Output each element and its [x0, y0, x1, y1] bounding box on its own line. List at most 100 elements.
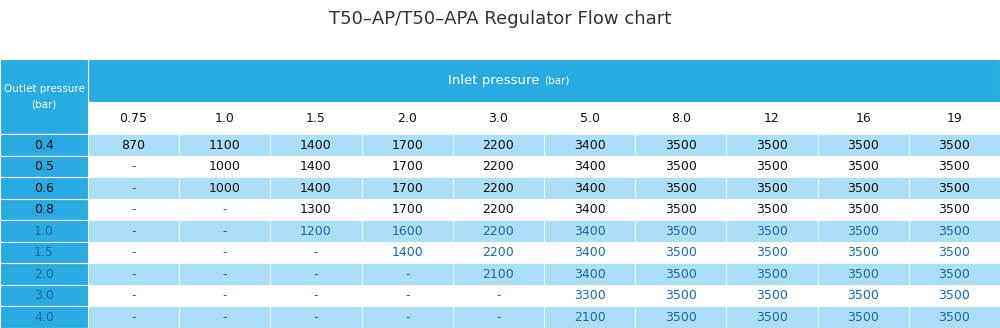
Text: 3500: 3500 — [756, 246, 788, 259]
Text: -: - — [131, 289, 136, 302]
Bar — [544, 177, 635, 199]
Text: 870: 870 — [122, 139, 146, 152]
Text: 3500: 3500 — [665, 139, 697, 152]
Bar — [635, 134, 726, 156]
Text: 19: 19 — [947, 112, 962, 125]
Bar — [179, 263, 270, 285]
Bar — [270, 285, 362, 306]
Text: T50–AP/T50–APA Regulator Flow chart: T50–AP/T50–APA Regulator Flow chart — [329, 10, 671, 28]
Bar — [726, 156, 818, 177]
Text: Outlet pressure: Outlet pressure — [4, 84, 84, 94]
Text: 0.8: 0.8 — [34, 203, 54, 216]
Text: -: - — [405, 268, 409, 281]
Text: 3500: 3500 — [665, 225, 697, 238]
Text: 1400: 1400 — [300, 160, 332, 173]
Bar — [726, 242, 818, 263]
Text: 3400: 3400 — [574, 160, 605, 173]
Bar — [270, 134, 362, 156]
Bar — [453, 242, 544, 263]
Bar — [362, 285, 453, 306]
Bar — [544, 199, 635, 220]
Text: 3500: 3500 — [756, 203, 788, 216]
Text: (bar): (bar) — [31, 99, 57, 110]
Bar — [635, 306, 726, 328]
Text: 16: 16 — [855, 112, 871, 125]
Text: 2.0: 2.0 — [397, 112, 417, 125]
Text: 3500: 3500 — [665, 160, 697, 173]
Text: 2200: 2200 — [483, 246, 514, 259]
Bar — [726, 285, 818, 306]
Bar — [362, 134, 453, 156]
Text: 3300: 3300 — [574, 289, 605, 302]
Text: -: - — [314, 289, 318, 302]
Text: 3500: 3500 — [756, 289, 788, 302]
Text: 2200: 2200 — [483, 182, 514, 195]
Text: 1.0: 1.0 — [215, 112, 235, 125]
Text: 3500: 3500 — [938, 225, 970, 238]
Bar — [88, 199, 179, 220]
Text: -: - — [405, 289, 409, 302]
Text: 3400: 3400 — [574, 246, 605, 259]
Bar — [362, 242, 453, 263]
Text: 3500: 3500 — [938, 182, 970, 195]
Text: 1.0: 1.0 — [34, 225, 54, 238]
Text: -: - — [131, 268, 136, 281]
Text: 1.5: 1.5 — [306, 112, 326, 125]
Bar — [909, 199, 1000, 220]
Text: 3500: 3500 — [938, 289, 970, 302]
Text: 3500: 3500 — [665, 268, 697, 281]
Bar — [0, 263, 88, 285]
Bar — [179, 134, 270, 156]
Bar — [818, 242, 909, 263]
Text: 3500: 3500 — [756, 182, 788, 195]
Bar — [179, 285, 270, 306]
Text: 3500: 3500 — [847, 139, 879, 152]
Text: 1400: 1400 — [391, 246, 423, 259]
Bar — [635, 242, 726, 263]
Text: 0.6: 0.6 — [34, 182, 54, 195]
Bar — [270, 242, 362, 263]
Bar — [635, 285, 726, 306]
Text: 0.75: 0.75 — [120, 112, 148, 125]
Bar — [818, 134, 909, 156]
Text: 3500: 3500 — [938, 139, 970, 152]
Bar — [270, 306, 362, 328]
Bar — [818, 306, 909, 328]
Text: 3500: 3500 — [938, 268, 970, 281]
Bar — [453, 156, 544, 177]
Bar — [726, 177, 818, 199]
Text: -: - — [223, 289, 227, 302]
Bar — [544, 134, 635, 156]
Text: 2200: 2200 — [483, 160, 514, 173]
Text: 2200: 2200 — [483, 225, 514, 238]
Bar — [362, 306, 453, 328]
Text: 2100: 2100 — [483, 268, 514, 281]
Bar — [0, 199, 88, 220]
Text: 1.5: 1.5 — [34, 246, 54, 259]
Bar — [362, 199, 453, 220]
Text: 4.0: 4.0 — [34, 311, 54, 324]
Text: 3500: 3500 — [938, 203, 970, 216]
Text: 1700: 1700 — [391, 160, 423, 173]
Text: 1000: 1000 — [209, 182, 241, 195]
Bar — [635, 102, 726, 134]
Bar — [544, 102, 635, 134]
Bar — [179, 242, 270, 263]
Bar — [270, 156, 362, 177]
Text: 3500: 3500 — [665, 311, 697, 324]
Bar — [88, 156, 179, 177]
Bar — [179, 156, 270, 177]
Bar — [0, 306, 88, 328]
Bar — [453, 102, 544, 134]
Text: 3500: 3500 — [756, 225, 788, 238]
Text: 3500: 3500 — [847, 203, 879, 216]
Text: -: - — [131, 225, 136, 238]
Text: 5.0: 5.0 — [580, 112, 600, 125]
Bar — [0, 134, 88, 156]
Bar — [544, 156, 635, 177]
Bar — [179, 220, 270, 242]
Text: 2.0: 2.0 — [34, 268, 54, 281]
Bar — [453, 285, 544, 306]
Bar — [362, 102, 453, 134]
Bar — [88, 134, 179, 156]
